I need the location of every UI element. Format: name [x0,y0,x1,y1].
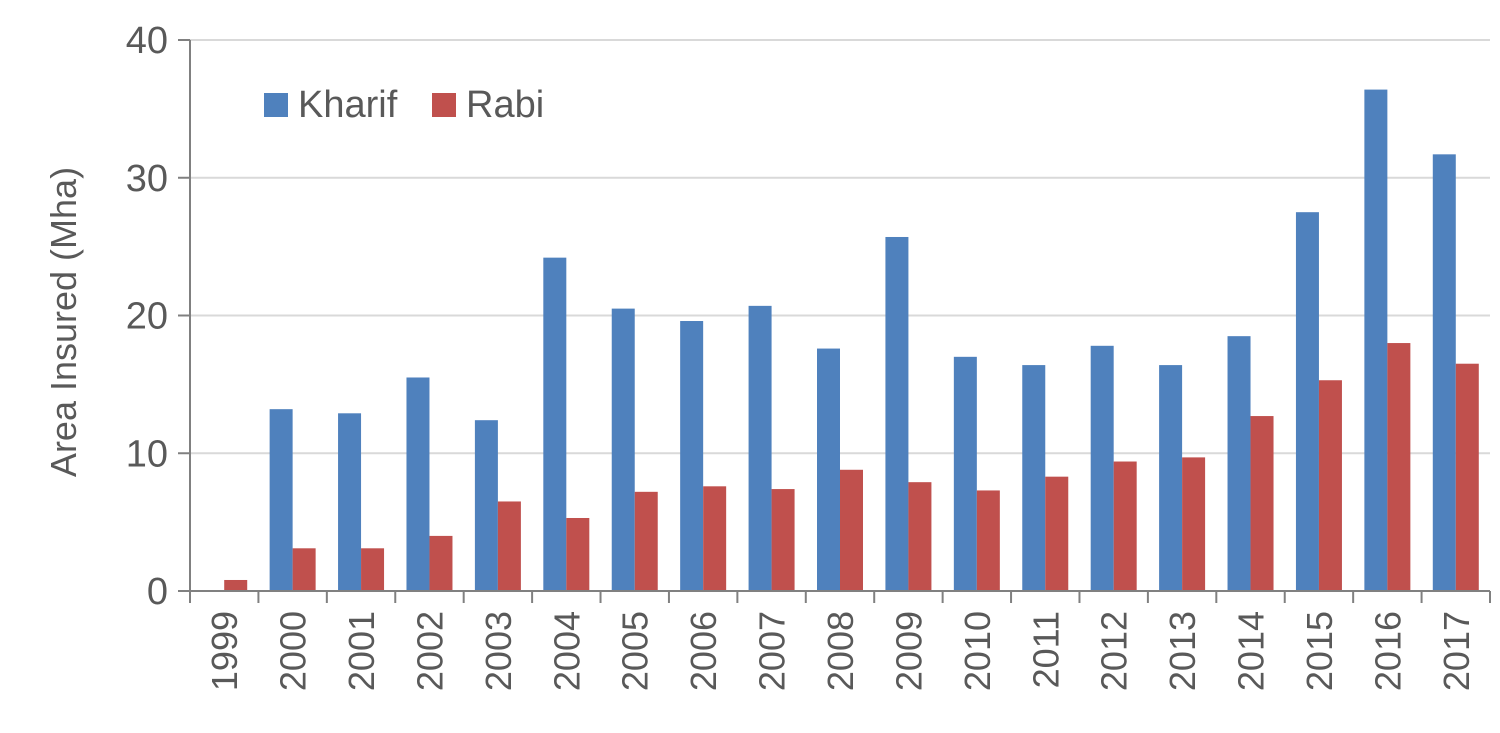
bar-kharif-2000 [269,409,293,591]
bar-kharif-2016 [1364,89,1388,591]
bar-rabi-2016 [1387,343,1411,591]
bar-kharif-2008 [817,348,840,591]
bar-kharif-2003 [474,420,498,591]
x-tick-label: 2016 [1367,611,1408,691]
y-tick-label: 20 [126,296,168,338]
bar-kharif-2014 [1227,336,1251,591]
bar-kharif-2013 [1159,365,1183,591]
y-axis-title: Area Insured (Mha) [43,167,84,477]
legend-label-kharif: Kharif [298,84,398,126]
bar-kharif-2012 [1090,345,1114,591]
bar-rabi-2010 [976,490,1000,591]
y-axis-ticks: 0 10 20 30 40 [126,20,190,613]
bar-kharif-2011 [1022,365,1046,591]
x-tick-label: 2000 [273,611,314,691]
bar-kharif-2006 [680,321,704,591]
bar-kharif-2001 [338,413,362,591]
bar-rabi-2009 [908,482,932,591]
bar-kharif-2004 [543,257,567,591]
bar-rabi-2017 [1455,363,1479,591]
legend-swatch-rabi [432,93,456,117]
x-tick-label: 2006 [683,611,724,691]
bar-rabi-2003 [497,501,521,591]
x-tick-label: 2008 [820,611,861,691]
bar-rabi-2001 [361,548,385,591]
x-tick-label: 2012 [1094,611,1135,691]
x-tick-label: 1999 [204,611,245,691]
x-tick-label: 2010 [957,611,998,691]
bar-kharif-2005 [611,308,635,591]
bar-rabi-2008 [840,469,863,591]
x-tick-label: 2013 [1162,611,1203,691]
y-tick-label: 30 [126,158,168,200]
x-tick-label: 2005 [615,611,656,691]
bar-rabi-1999 [224,579,248,591]
x-tick-label: 2001 [341,611,382,691]
bar-rabi-2002 [429,535,453,591]
bar-rabi-2013 [1182,457,1206,591]
bar-kharif-2009 [885,236,909,592]
bar-kharif-2007 [748,305,772,591]
x-tick-label: 2017 [1436,611,1477,691]
x-tick-label: 2007 [752,611,793,691]
y-tick-label: 10 [126,433,168,475]
x-tick-label: 2002 [409,611,450,691]
x-tick-label: 2011 [1025,611,1066,688]
bar-kharif-2002 [406,377,430,591]
x-tick-label: 2015 [1299,611,1340,691]
bar-rabi-2007 [771,489,795,591]
bar-kharif-2010 [953,356,977,591]
bar-kharif-2017 [1432,154,1456,591]
bar-rabi-2015 [1318,380,1342,591]
y-tick-label: 0 [147,571,168,613]
bars [224,89,1479,592]
legend: Kharif Rabi [264,84,544,126]
bar-rabi-2005 [634,491,658,591]
bar-rabi-2014 [1250,416,1274,591]
x-tick-label: 2014 [1231,611,1272,691]
y-tick-label: 40 [126,20,168,62]
bar-rabi-2012 [1113,461,1137,591]
x-tick-label: 2003 [478,611,519,691]
bar-kharif-2015 [1295,212,1319,591]
bar-rabi-2004 [566,517,590,591]
legend-label-rabi: Rabi [466,84,544,126]
bar-rabi-2000 [292,548,316,591]
bar-rabi-2006 [703,486,727,591]
x-tick-label: 2009 [888,611,929,691]
bar-rabi-2011 [1045,476,1069,591]
legend-swatch-kharif [264,93,288,117]
x-axis-ticks: 1999 2000 2001 2002 2003 2004 2005 2006 2007 2008… [189,591,1491,691]
x-tick-label: 2004 [546,611,587,691]
